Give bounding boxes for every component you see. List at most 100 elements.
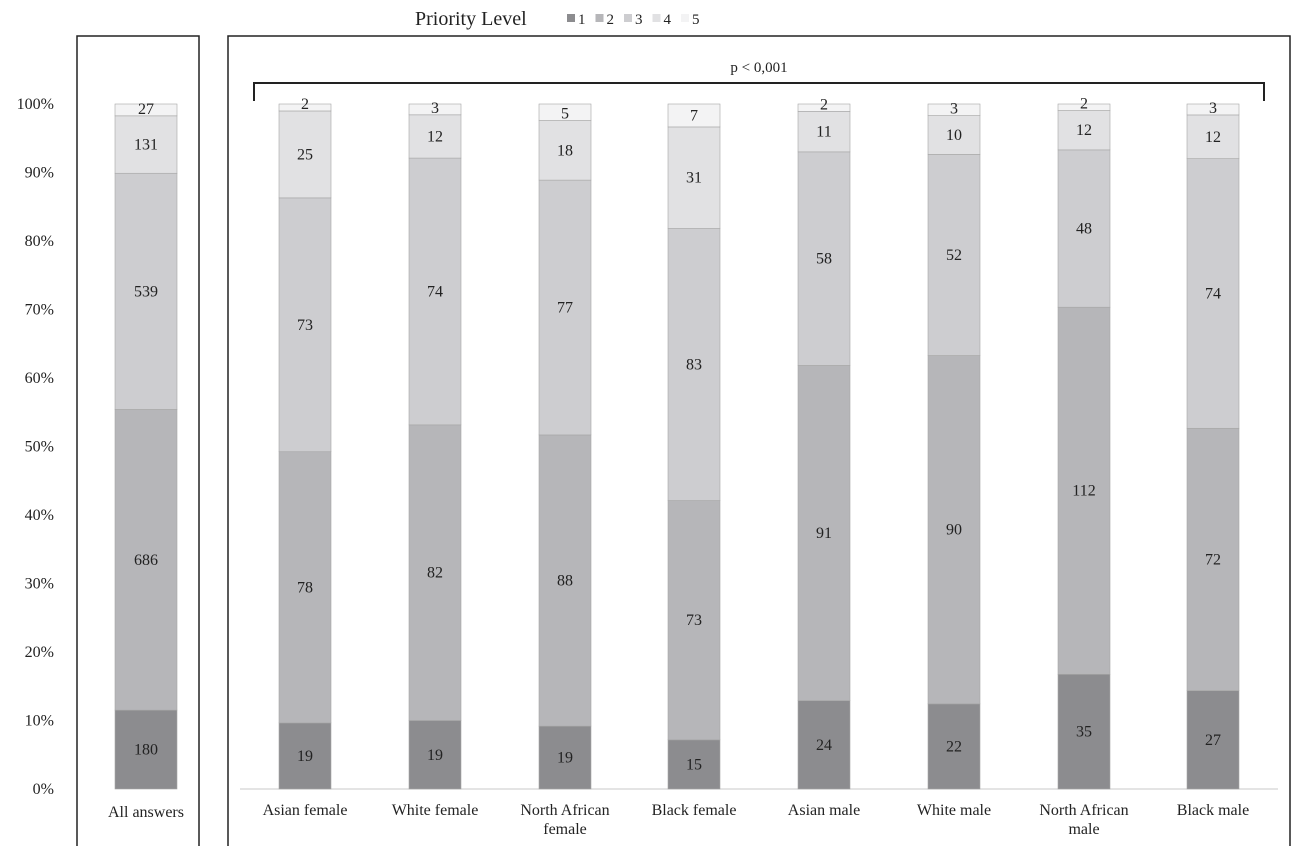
data-label: 73 — [686, 612, 702, 629]
bar-segment — [278, 451, 332, 724]
bar-segment — [278, 722, 332, 790]
data-label: 131 — [134, 137, 158, 154]
bar-segment — [114, 409, 178, 711]
data-label: 18 — [557, 142, 573, 159]
y-tick-label: 20% — [25, 644, 54, 661]
data-label: 10 — [946, 127, 962, 144]
y-tick-label: 0% — [33, 781, 54, 798]
data-label: 88 — [557, 573, 573, 590]
data-label: 90 — [946, 522, 962, 539]
bar-segment — [538, 120, 592, 181]
x-tick-label: White female — [392, 802, 479, 819]
p-value-annotation: p < 0,001 — [730, 60, 787, 76]
bar-segment — [927, 154, 981, 356]
bar-segment — [927, 703, 981, 790]
data-label: 12 — [1076, 122, 1092, 139]
data-label: 91 — [816, 525, 832, 542]
bar-segment — [538, 725, 592, 790]
bar-segment — [1057, 673, 1111, 790]
bar-segment — [797, 151, 851, 366]
data-label: 12 — [427, 128, 443, 145]
bar-segment — [278, 197, 332, 453]
data-label: 2 — [301, 96, 309, 113]
data-label: 112 — [1072, 483, 1095, 500]
y-tick-label: 10% — [25, 713, 54, 730]
bar-segment — [408, 157, 462, 426]
bar-segment — [667, 103, 721, 128]
panel-frame — [76, 35, 200, 846]
data-label: 19 — [427, 747, 443, 764]
bar-segment — [1186, 690, 1240, 790]
x-tick-label: Asian male — [788, 802, 860, 819]
x-tick-label: female — [543, 821, 587, 838]
data-label: 12 — [1205, 129, 1221, 146]
data-label: 72 — [1205, 551, 1221, 568]
legend-label: 4 — [664, 12, 672, 28]
x-tick-label: White male — [917, 802, 991, 819]
data-label: 22 — [946, 738, 962, 755]
data-label: 25 — [297, 146, 313, 163]
y-tick-label: 40% — [25, 507, 54, 524]
y-tick-label: 100% — [17, 96, 54, 113]
legend-label: 2 — [607, 12, 615, 28]
data-label: 48 — [1076, 221, 1092, 238]
legend-label: 5 — [692, 12, 700, 28]
data-label: 3 — [1209, 100, 1217, 117]
x-tick-label: All answers — [108, 804, 184, 821]
bar-segment — [114, 103, 178, 117]
legend-title: Priority Level — [415, 8, 527, 30]
data-label: 27 — [138, 101, 154, 118]
data-label: 27 — [1205, 732, 1221, 749]
bar-segment — [1057, 103, 1111, 111]
data-label: 539 — [134, 283, 158, 300]
data-label: 77 — [557, 300, 573, 317]
data-label: 3 — [950, 101, 958, 118]
bar-segment — [927, 103, 981, 116]
x-tick-label: North African — [520, 802, 609, 819]
legend-swatch — [567, 14, 575, 22]
x-tick-label: Black male — [1177, 802, 1249, 819]
data-label: 73 — [297, 317, 313, 334]
x-tick-label: Asian female — [263, 802, 348, 819]
y-tick-label: 80% — [25, 233, 54, 250]
bar-segment — [797, 111, 851, 153]
data-label: 58 — [816, 251, 832, 268]
bar-segment — [667, 228, 721, 501]
data-label: 35 — [1076, 724, 1092, 741]
panel-all-answers: 180 686 539 131 27 All answers — [76, 35, 200, 846]
data-label: 5 — [561, 106, 569, 123]
data-label: 3 — [431, 100, 439, 117]
data-label: 83 — [686, 357, 702, 374]
bar-segment — [667, 126, 721, 229]
data-label: 52 — [946, 247, 962, 264]
x-tick-label: Black female — [652, 802, 737, 819]
data-label: 19 — [557, 750, 573, 767]
bar-segment — [797, 103, 851, 112]
data-label: 2 — [820, 96, 828, 113]
bar-segment — [927, 115, 981, 155]
bar-segment — [1186, 427, 1240, 691]
legend-label: 1 — [578, 12, 586, 28]
bar-segment — [1186, 114, 1240, 159]
bar-segment — [408, 103, 462, 116]
y-tick-label: 70% — [25, 302, 54, 319]
data-label: 7 — [690, 107, 698, 124]
bar-segment — [538, 434, 592, 727]
y-tick-label: 90% — [25, 165, 54, 182]
bar-segment — [408, 720, 462, 790]
bar-segment — [1057, 306, 1111, 675]
bar-segment — [667, 739, 721, 790]
legend-swatch — [624, 14, 632, 22]
x-tick-label: male — [1068, 821, 1099, 838]
x-tick-label: North African — [1039, 802, 1128, 819]
bar-segment — [408, 424, 462, 721]
legend-swatch — [595, 14, 604, 22]
y-tick-label: 60% — [25, 370, 54, 387]
bar-segment — [278, 103, 332, 112]
data-label: 15 — [686, 756, 702, 773]
bar-segment — [797, 365, 851, 701]
bar-segment — [408, 114, 462, 159]
data-label: 74 — [427, 283, 443, 300]
bar-segment — [1057, 149, 1111, 308]
